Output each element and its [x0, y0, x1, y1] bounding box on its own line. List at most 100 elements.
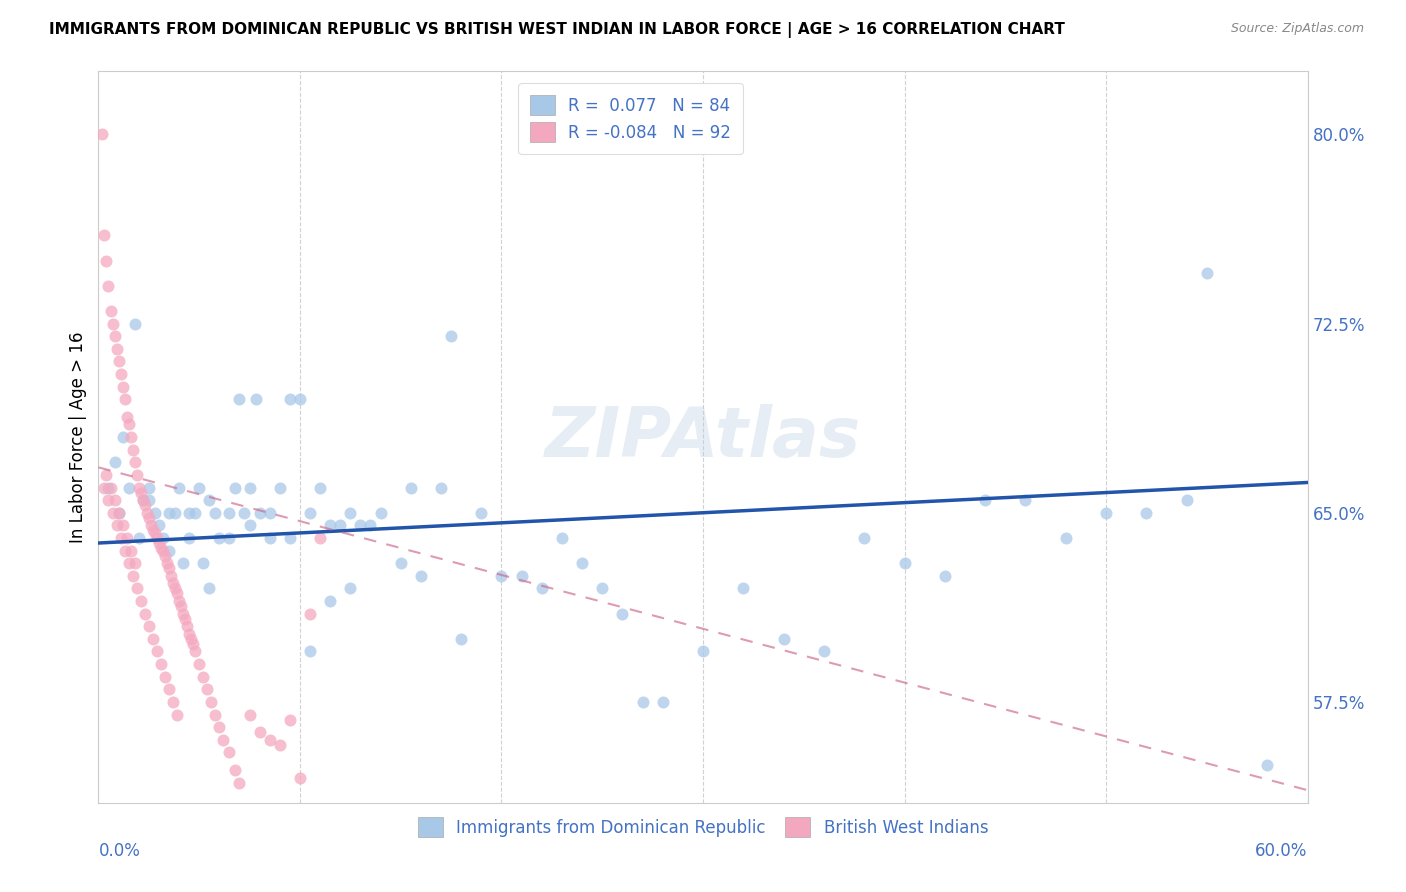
- Point: [105, 518, 128, 533]
- Point: [128, 531, 150, 545]
- Point: [450, 632, 472, 646]
- Point: [157, 506, 180, 520]
- Point: [309, 481, 332, 495]
- Point: [470, 506, 492, 520]
- Point: [1195, 266, 1218, 280]
- Point: [224, 763, 246, 777]
- Point: [97, 493, 120, 508]
- Point: [157, 561, 180, 575]
- Point: [96, 253, 118, 268]
- Point: [288, 392, 311, 407]
- Point: [107, 506, 129, 520]
- Point: [166, 707, 188, 722]
- Point: [121, 569, 143, 583]
- Point: [103, 329, 125, 343]
- Point: [129, 485, 152, 500]
- Point: [138, 619, 160, 633]
- Point: [491, 569, 513, 583]
- Point: [176, 619, 198, 633]
- Point: [195, 682, 218, 697]
- Point: [128, 481, 150, 495]
- Point: [160, 569, 183, 583]
- Point: [299, 506, 322, 520]
- Point: [167, 594, 190, 608]
- Point: [139, 518, 162, 533]
- Point: [100, 481, 122, 495]
- Point: [218, 745, 240, 759]
- Point: [224, 481, 246, 495]
- Point: [167, 481, 190, 495]
- Point: [249, 506, 271, 520]
- Point: [163, 582, 186, 596]
- Point: [153, 670, 176, 684]
- Point: [232, 506, 254, 520]
- Text: IMMIGRANTS FROM DOMINICAN REPUBLIC VS BRITISH WEST INDIAN IN LABOR FORCE | AGE >: IMMIGRANTS FROM DOMINICAN REPUBLIC VS BR…: [49, 22, 1066, 38]
- Point: [118, 481, 141, 495]
- Point: [103, 493, 125, 508]
- Point: [179, 627, 201, 641]
- Point: [319, 594, 342, 608]
- Point: [110, 531, 132, 545]
- Point: [245, 392, 267, 407]
- Point: [93, 228, 115, 243]
- Point: [259, 506, 281, 520]
- Point: [239, 481, 262, 495]
- Point: [329, 518, 352, 533]
- Point: [157, 682, 180, 697]
- Point: [107, 506, 129, 520]
- Point: [114, 392, 136, 407]
- Point: [813, 644, 835, 658]
- Point: [239, 518, 262, 533]
- Point: [319, 518, 342, 533]
- Point: [105, 342, 128, 356]
- Point: [135, 506, 157, 520]
- Point: [138, 510, 160, 524]
- Point: [153, 549, 176, 563]
- Point: [103, 455, 125, 469]
- Point: [172, 556, 194, 570]
- Point: [97, 481, 120, 495]
- Point: [269, 481, 291, 495]
- Point: [440, 329, 463, 343]
- Point: [299, 607, 322, 621]
- Point: [198, 582, 221, 596]
- Point: [228, 392, 250, 407]
- Point: [146, 644, 169, 658]
- Point: [111, 430, 134, 444]
- Point: [152, 531, 174, 545]
- Point: [148, 518, 170, 533]
- Point: [111, 518, 134, 533]
- Point: [143, 525, 166, 540]
- Point: [389, 556, 412, 570]
- Point: [239, 707, 262, 722]
- Point: [193, 670, 215, 684]
- Point: [198, 493, 221, 508]
- Point: [571, 556, 593, 570]
- Point: [612, 607, 634, 621]
- Point: [125, 467, 148, 482]
- Point: [110, 367, 132, 381]
- Point: [148, 536, 170, 550]
- Point: [530, 582, 553, 596]
- Point: [170, 599, 193, 613]
- Point: [101, 317, 124, 331]
- Point: [120, 543, 142, 558]
- Point: [1054, 531, 1077, 545]
- Point: [184, 644, 207, 658]
- Point: [118, 556, 141, 570]
- Point: [218, 506, 240, 520]
- Point: [149, 541, 172, 555]
- Point: [146, 531, 169, 545]
- Point: [1014, 493, 1036, 508]
- Point: [96, 467, 118, 482]
- Point: [259, 732, 281, 747]
- Point: [157, 543, 180, 558]
- Point: [142, 524, 165, 538]
- Point: [1256, 758, 1278, 772]
- Point: [149, 657, 172, 671]
- Point: [118, 417, 141, 432]
- Point: [204, 506, 226, 520]
- Point: [934, 569, 956, 583]
- Point: [188, 481, 211, 495]
- Point: [278, 392, 301, 407]
